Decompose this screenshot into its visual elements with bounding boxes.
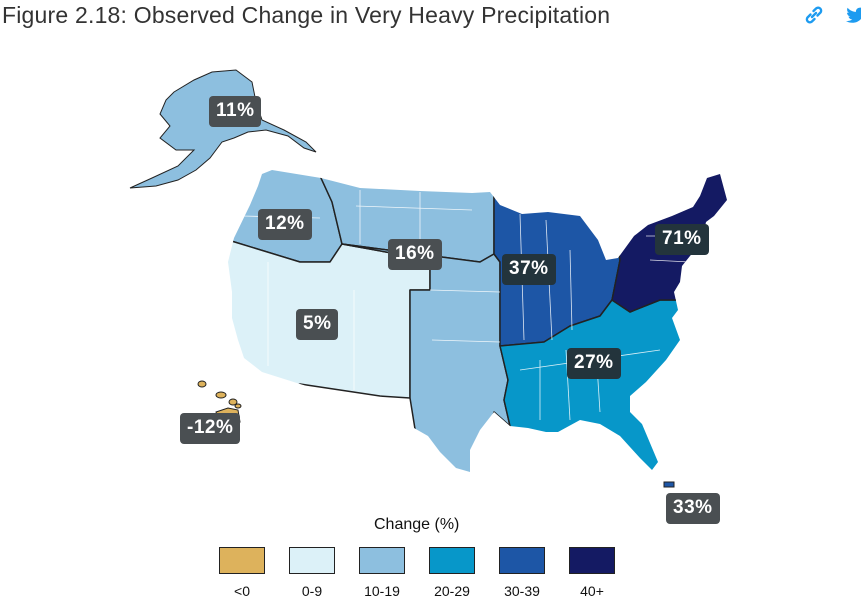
legend-label-20-29: 20-29 — [434, 583, 470, 599]
northwest-value-label: 12% — [258, 209, 312, 240]
northwest-region — [228, 170, 343, 263]
great-plains-north-value-label: 16% — [388, 239, 442, 270]
northeast-value-label: 71% — [655, 224, 709, 255]
legend-swatch-negative — [219, 547, 265, 574]
twitter-icon[interactable] — [846, 6, 861, 29]
puerto-rico-value-label: 33% — [666, 493, 720, 524]
legend-swatch-30-39 — [499, 547, 545, 574]
link-icon[interactable] — [803, 6, 825, 29]
legend-label-negative: <0 — [234, 583, 250, 599]
puerto-rico-region — [663, 481, 675, 488]
legend-swatch-10-19 — [359, 547, 405, 574]
hawaii-value-label: -12% — [180, 413, 241, 444]
legend-swatch-20-29 — [429, 547, 475, 574]
legend-swatch-40-plus — [569, 547, 615, 574]
legend-title: Change (%) — [374, 516, 460, 533]
legend-label-10-19: 10-19 — [364, 583, 400, 599]
midwest-value-label: 37% — [502, 254, 556, 285]
southwest-value-label: 5% — [296, 309, 339, 340]
southeast-value-label: 27% — [567, 348, 621, 379]
page-title: Figure 2.18: Observed Change in Very Hea… — [2, 2, 611, 28]
legend-label-30-39: 30-39 — [504, 583, 540, 599]
legend-label-40-plus: 40+ — [580, 583, 604, 599]
alaska-region — [129, 69, 317, 189]
legend-swatch-0-9 — [289, 547, 335, 574]
legend-label-0-9: 0-9 — [301, 583, 323, 599]
alaska-value-label: 11% — [209, 96, 262, 127]
